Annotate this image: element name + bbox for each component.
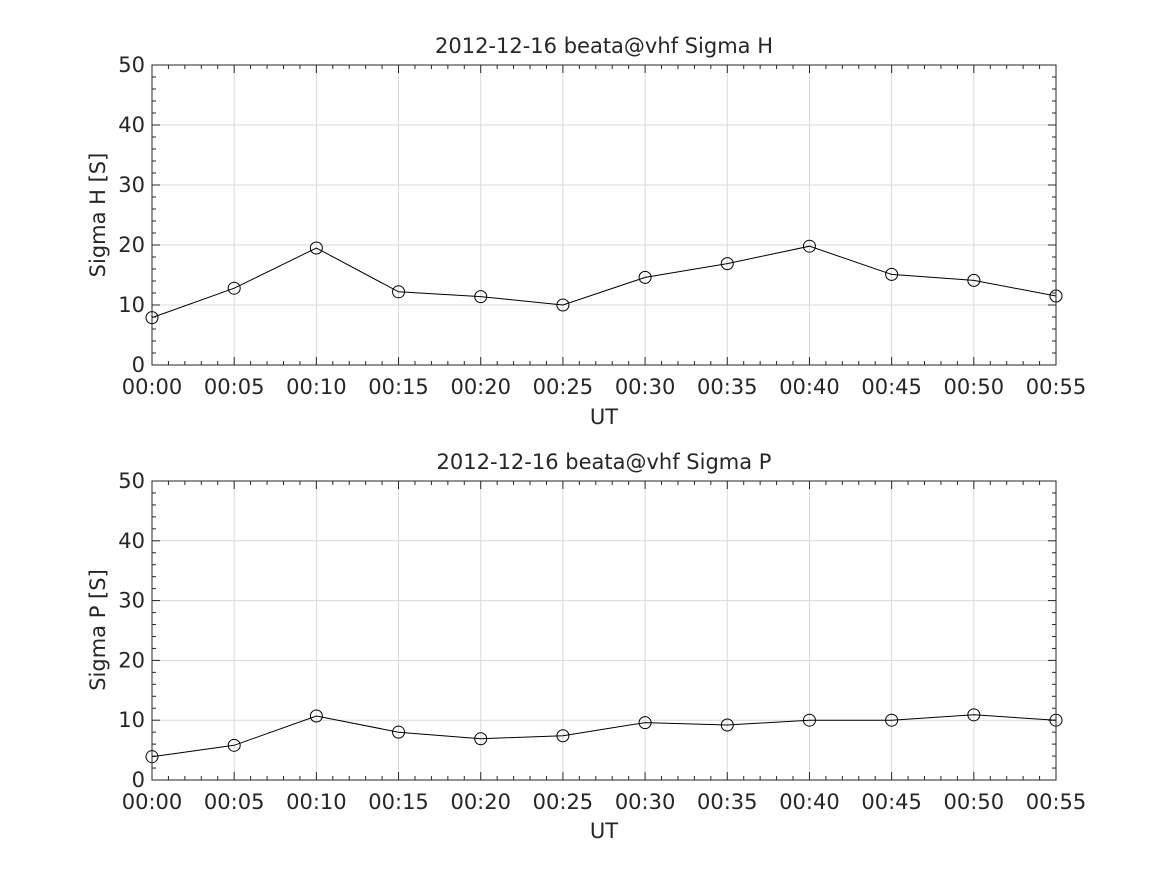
sigma-h-x-tick-label: 00:00: [122, 375, 183, 399]
sigma-h-data-point: [638, 270, 652, 284]
sigma-h-x-tick-label: 00:50: [944, 375, 1005, 399]
sigma-h-series-line: [151, 245, 1057, 319]
sigma-p-data-point: [392, 725, 406, 739]
sigma-h-ylabel: Sigma H [S]: [86, 153, 110, 278]
sigma-p-x-tick-label: 00:05: [204, 790, 265, 814]
sigma-p-data-point: [720, 718, 734, 732]
sigma-p-x-tick-label: 00:25: [533, 790, 594, 814]
sigma-h-data-point: [885, 267, 899, 281]
sigma-p-x-tick-label: 00:00: [122, 790, 183, 814]
sigma-p-x-tick-label: 00:10: [286, 790, 347, 814]
sigma-h-data-point: [967, 273, 981, 287]
sigma-h-x-tick-label: 00:25: [533, 375, 594, 399]
sigma-p-major-ticks: [151, 480, 1057, 781]
sigma-h-y-tick-label: 40: [118, 113, 145, 137]
sigma-p-data-point: [885, 713, 899, 727]
sigma-p-panel: 2012-12-16 beata@vhf Sigma P UT Sigma P …: [86, 450, 1086, 843]
sigma-h-data-point: [309, 241, 323, 255]
sigma-h-x-tick-label: 00:10: [286, 375, 347, 399]
sigma-h-x-tick-label: 00:05: [204, 375, 265, 399]
sigma-p-y-tick-labels: 0 10 20 30 40 50: [118, 469, 145, 792]
sigma-p-series-line: [151, 714, 1057, 758]
sigma-p-y-tick-label: 30: [118, 589, 145, 613]
sigma-p-data-point: [474, 732, 488, 746]
sigma-h-title: 2012-12-16 beata@vhf Sigma H: [435, 34, 773, 58]
sigma-h-x-tick-label: 00:30: [615, 375, 676, 399]
sigma-h-data-point: [227, 281, 241, 295]
sigma-h-data-point: [720, 257, 734, 271]
sigma-p-x-tick-label: 00:50: [944, 790, 1005, 814]
sigma-p-plot-frame: [151, 480, 1057, 781]
sigma-h-y-tick-label: 20: [118, 233, 145, 257]
sigma-p-minor-ticks: [152, 481, 1056, 780]
sigma-h-data-point: [802, 239, 816, 253]
sigma-h-y-tick-label: 50: [118, 53, 145, 77]
sigma-p-x-tick-label: 00:35: [697, 790, 758, 814]
sigma-h-x-tick-label: 00:35: [697, 375, 758, 399]
sigma-p-data-point: [309, 709, 323, 723]
sigma-p-y-tick-label: 20: [118, 648, 145, 672]
sigma-h-y-tick-labels: 0 10 20 30 40 50: [118, 53, 145, 377]
sigma-h-xlabel: UT: [590, 405, 618, 429]
sigma-h-data-point: [392, 285, 406, 299]
sigma-p-grid: [151, 480, 1057, 781]
sigma-h-series: [145, 239, 1063, 325]
sigma-h-grid: [151, 64, 1057, 366]
sigma-p-x-tick-label: 00:55: [1026, 790, 1087, 814]
sigma-p-title: 2012-12-16 beata@vhf Sigma P: [437, 450, 772, 474]
sigma-p-data-point: [802, 713, 816, 727]
sigma-p-data-point: [967, 708, 981, 722]
sigma-p-x-tick-label: 00:20: [450, 790, 511, 814]
sigma-h-data-point: [474, 290, 488, 304]
sigma-h-data-point: [556, 298, 570, 312]
sigma-p-series: [145, 708, 1063, 764]
sigma-p-y-tick-label: 50: [118, 469, 145, 493]
sigma-p-y-tick-label: 0: [132, 768, 145, 792]
sigma-p-y-tick-label: 40: [118, 529, 145, 553]
sigma-h-x-tick-label: 00:15: [368, 375, 429, 399]
sigma-p-x-tick-labels: 00:00 00:05 00:10 00:15 00:20 00:25 00:30 00:35…: [122, 790, 1087, 814]
sigma-h-x-tick-label: 00:45: [861, 375, 922, 399]
sigma-p-xlabel: UT: [590, 819, 618, 843]
sigma-h-x-tick-label: 00:55: [1026, 375, 1087, 399]
sigma-p-y-tick-label: 10: [118, 708, 145, 732]
sigma-p-x-tick-label: 00:30: [615, 790, 676, 814]
sigma-h-panel: 2012-12-16 beata@vhf Sigma H UT Sigma H …: [86, 34, 1086, 429]
sigma-h-major-ticks: [151, 64, 1057, 366]
sigma-h-y-tick-label: 10: [118, 293, 145, 317]
sigma-h-x-tick-labels: 00:00 00:05 00:10 00:15 00:20 00:25 00:30 00:35…: [122, 375, 1087, 399]
sigma-h-plot-frame: [151, 64, 1057, 366]
sigma-p-data-point: [556, 729, 570, 743]
sigma-h-y-tick-label: 30: [118, 173, 145, 197]
sigma-h-y-tick-label: 0: [132, 353, 145, 377]
sigma-p-data-point: [638, 716, 652, 730]
sigma-p-x-tick-label: 00:15: [368, 790, 429, 814]
sigma-h-x-tick-label: 00:40: [779, 375, 840, 399]
sigma-h-x-tick-label: 00:20: [450, 375, 511, 399]
sigma-p-data-point: [227, 738, 241, 752]
sigma-p-x-tick-label: 00:45: [861, 790, 922, 814]
sigma-p-ylabel: Sigma P [S]: [86, 569, 110, 691]
sigma-p-x-tick-label: 00:40: [779, 790, 840, 814]
sigma-h-minor-ticks: [152, 65, 1056, 365]
